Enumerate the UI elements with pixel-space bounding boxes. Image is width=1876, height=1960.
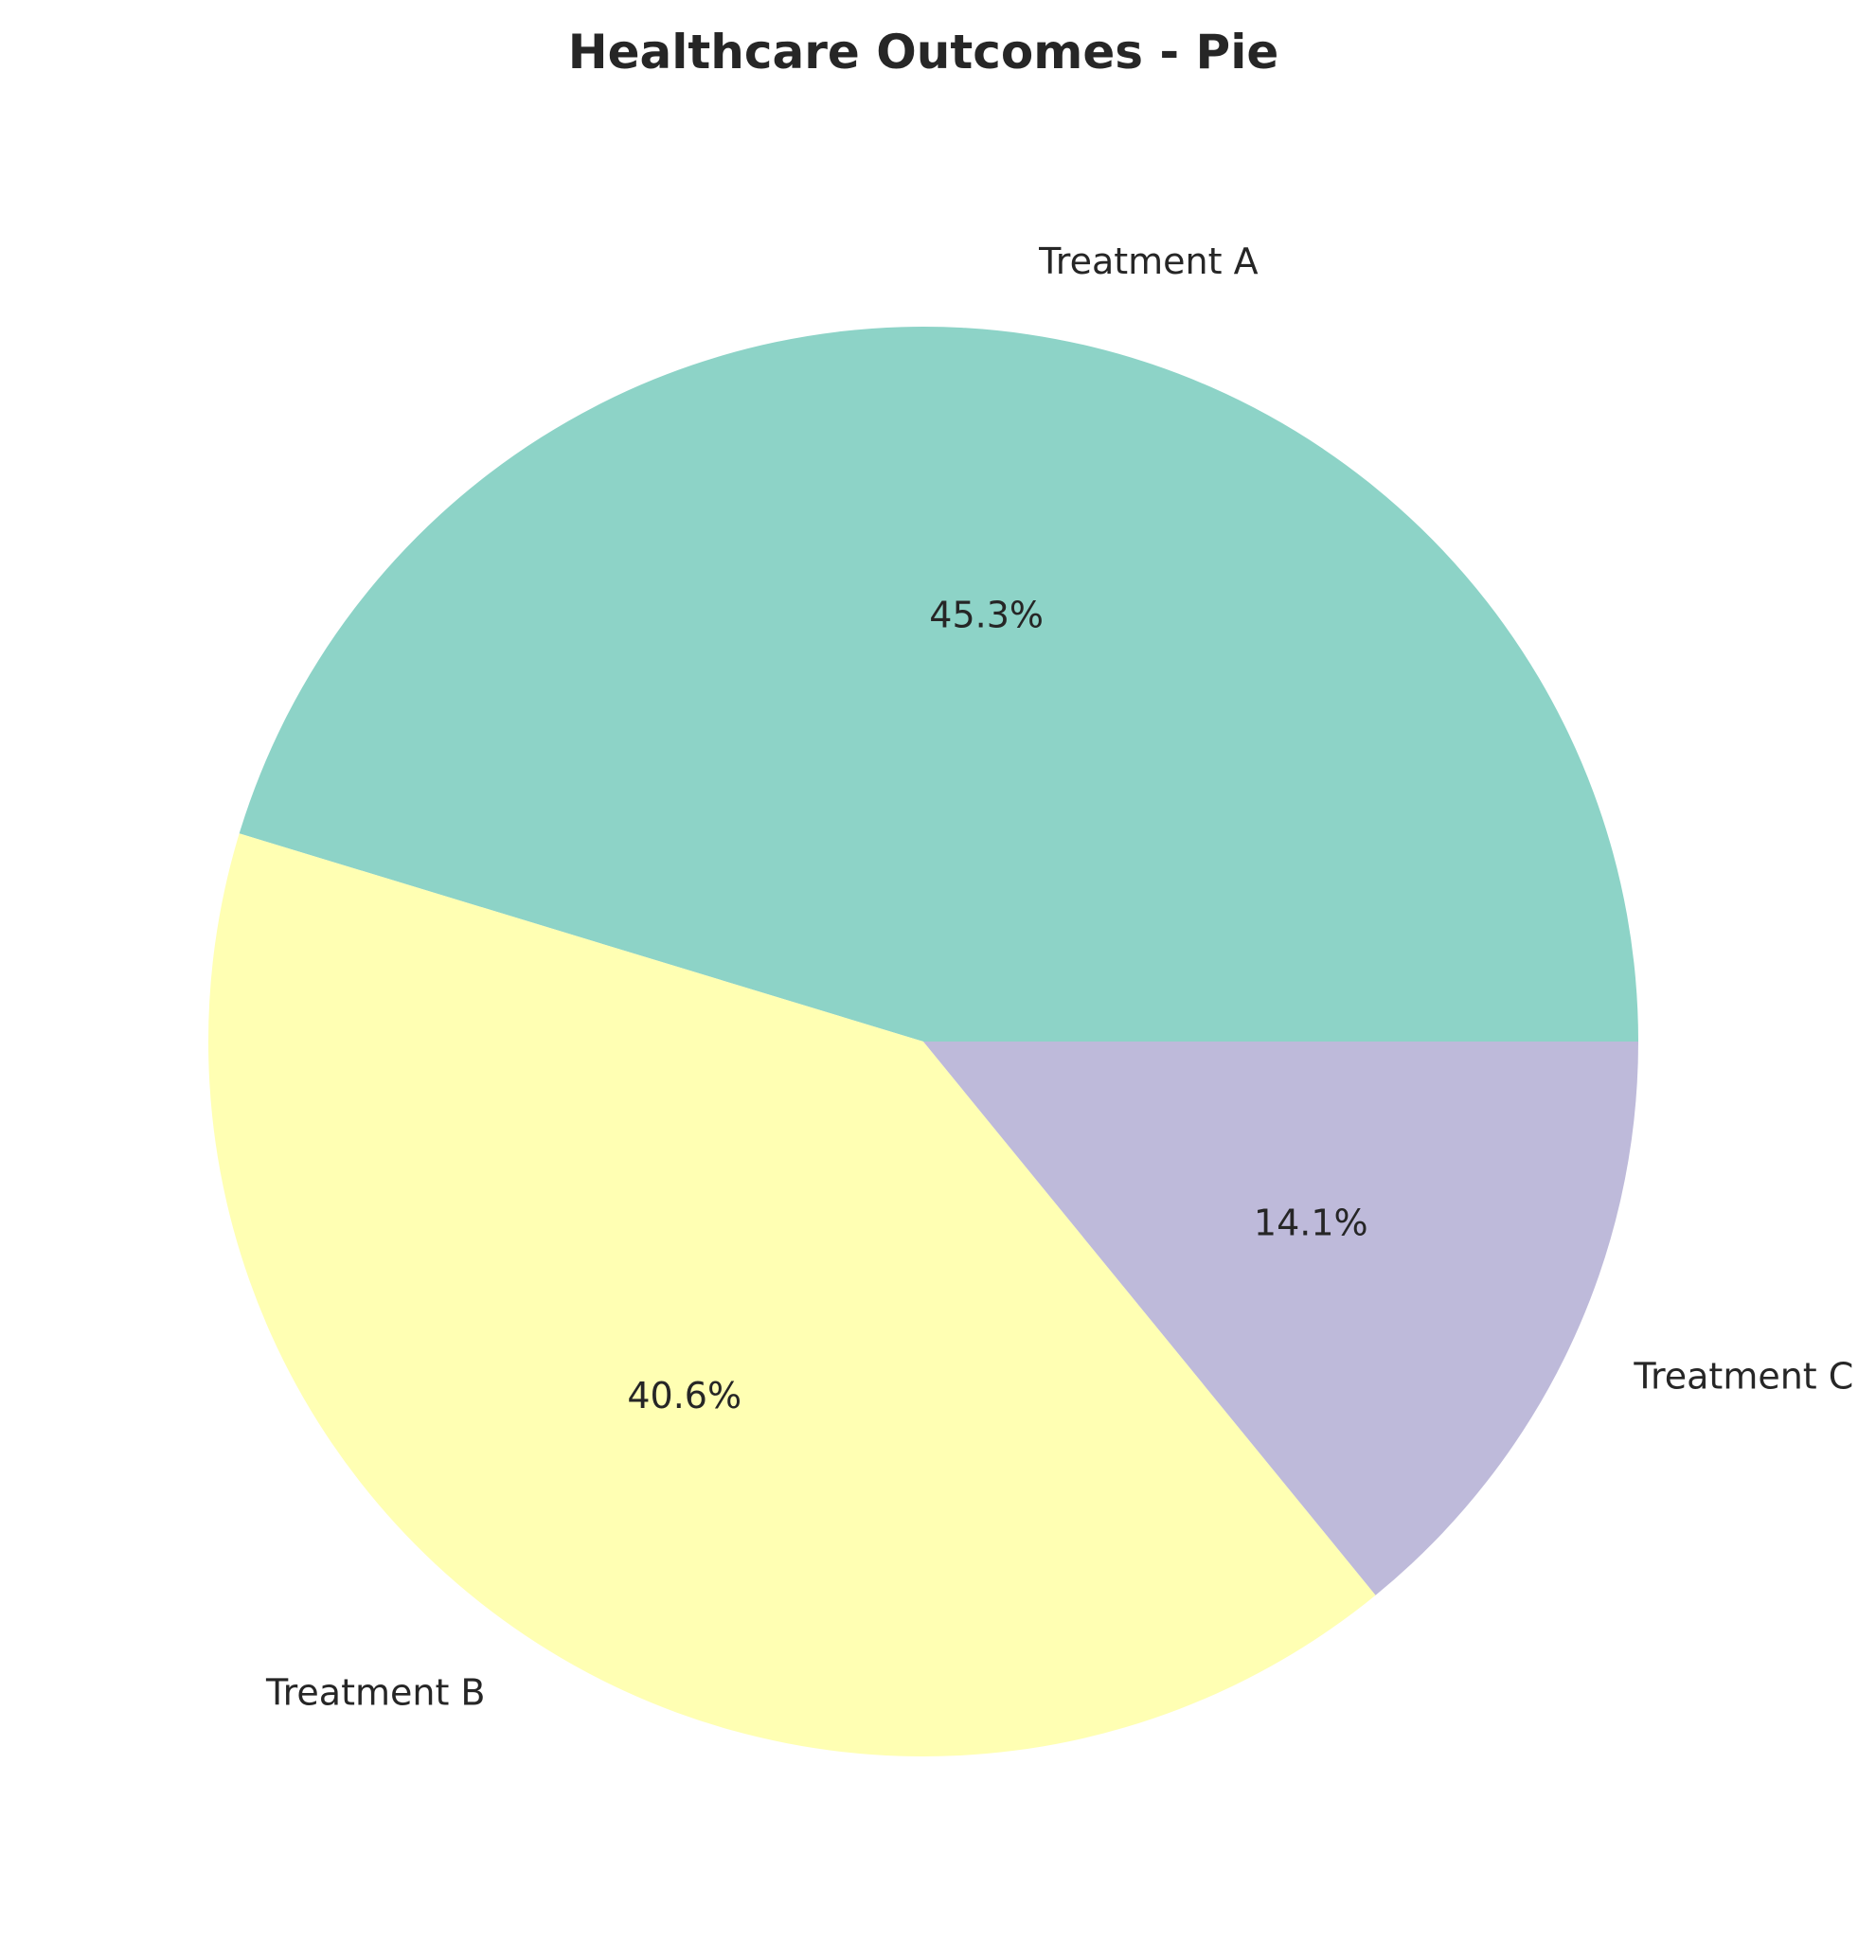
pie-slices	[208, 327, 1639, 1756]
chart-title: Healthcare Outcomes - Pie	[568, 25, 1279, 80]
slice-label-treatment-c: Treatment C	[1633, 1355, 1853, 1397]
percent-label-treatment-b: 40.6%	[627, 1375, 741, 1417]
slice-label-treatment-a: Treatment A	[1038, 241, 1258, 282]
slice-label-treatment-b: Treatment B	[265, 1671, 486, 1713]
percent-label-treatment-c: 14.1%	[1254, 1203, 1368, 1244]
pie-labels: Treatment A 45.3% Treatment B 40.6% Treatmen…	[265, 241, 1853, 1713]
pie-slice-treatment-c	[923, 1042, 1638, 1595]
pie-slice-treatment-a	[239, 327, 1639, 1042]
percent-label-treatment-a: 45.3%	[929, 594, 1044, 635]
pie-slice-treatment-b	[208, 833, 1376, 1756]
